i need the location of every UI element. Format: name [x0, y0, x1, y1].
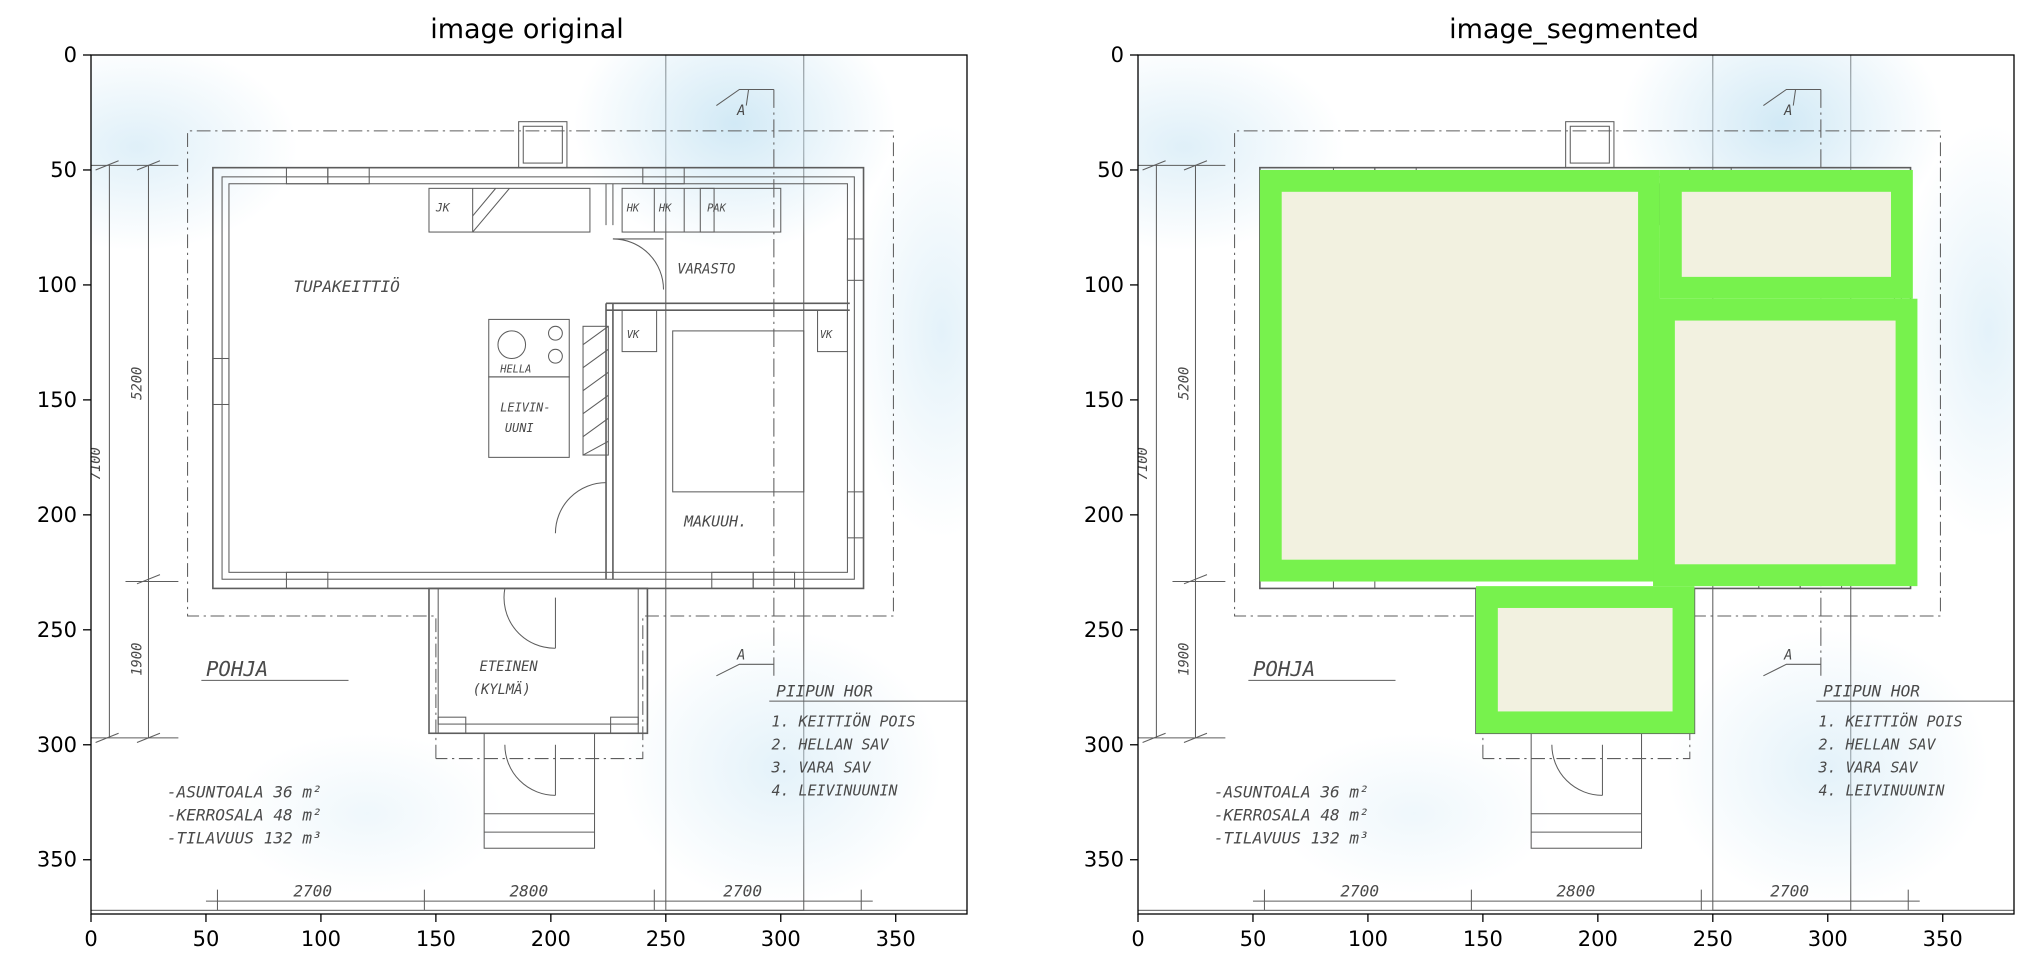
label-pak: PAK	[707, 202, 726, 214]
y-tick-label: 150	[1084, 388, 1124, 412]
original-plan-image: TUPAKEITTIÖ VARASTO MAKUUH. ETEINEN (KYLMÄ) H…	[88, 55, 967, 912]
segmented-room-entry	[1475, 586, 1695, 734]
section-mark-top: A	[1783, 103, 1792, 119]
room-label-eteinen: ETEINEN	[480, 659, 539, 675]
y-tick-label: 250	[37, 618, 77, 642]
note-asuntoala: -ASUNTOALA 36 m²	[167, 783, 322, 802]
note-kerrosala: -KERROSALA 48 m²	[167, 806, 322, 825]
y-tick-label: 50	[1097, 158, 1124, 182]
x-tick-label: 350	[1923, 927, 1963, 951]
y-tick-label: 200	[1084, 503, 1124, 527]
x-tick-label: 200	[531, 927, 571, 951]
segmented-room-kitchen	[1259, 169, 1660, 582]
room-label-kylma: (KYLMÄ)	[473, 680, 531, 698]
y-tick-label: 250	[1084, 618, 1124, 642]
left-x-axis: 0 50 100 150 200 250 300 350	[84, 914, 916, 951]
dim-label-1900: 1900	[130, 643, 146, 676]
y-tick-label: 100	[1084, 273, 1124, 297]
x-tick-label: 50	[193, 927, 220, 951]
x-tick-label: 0	[84, 927, 97, 951]
x-tick-label: 300	[1808, 927, 1848, 951]
room-label-makuuh: MAKUUH.	[683, 512, 747, 530]
section-mark-bottom: A	[736, 648, 745, 664]
segmented-plan-image: TUPAKEITTIÖVARASTOMAKUUH.ETEINEN(KYLMÄ)H…	[1135, 55, 2014, 912]
y-tick-label: 350	[37, 848, 77, 872]
x-tick-label: 100	[301, 927, 341, 951]
x-tick-label: 0	[1131, 927, 1144, 951]
segmented-room-storage	[1659, 169, 1913, 299]
chimney-note-2: 2. HELLAN SAV	[1819, 735, 1937, 753]
y-tick-label: 300	[37, 733, 77, 757]
section-mark-bottom: A	[1783, 648, 1792, 664]
x-tick-label: 350	[876, 927, 916, 951]
right-y-axis: 0 50 100 150 200 250 300 350	[1084, 43, 1138, 872]
x-tick-label: 250	[646, 927, 686, 951]
plan-title-pohja: POHJA	[1253, 657, 1315, 681]
y-tick-label: 0	[1111, 43, 1124, 67]
label-vk-1: VK	[627, 329, 640, 341]
y-tick-label: 0	[64, 43, 77, 67]
right-axes-frame	[1137, 54, 2015, 915]
chimney-note-4: 4. LEIVINUUNIN	[772, 781, 899, 799]
chimney-note-3: 3. VARA SAV	[1818, 758, 1919, 776]
left-panel-title: image original	[430, 14, 624, 45]
dim-label-1900: 1900	[1177, 643, 1193, 676]
x-tick-label: 150	[416, 927, 456, 951]
plan-title-pohja: POHJA	[206, 657, 268, 681]
x-tick-label: 100	[1348, 927, 1388, 951]
y-tick-label: 100	[37, 273, 77, 297]
y-tick-label: 50	[50, 158, 77, 182]
label-uuni: UUNI	[505, 421, 534, 435]
original-image-panel: TUPAKEITTIÖ VARASTO MAKUUH. ETEINEN (KYLMÄ) H…	[37, 43, 968, 951]
segmented-room-bedroom	[1653, 298, 1918, 587]
dim-label-5200: 5200	[1177, 367, 1193, 400]
segmentation-overlay	[1259, 169, 1918, 734]
note-tilavuus: -TILAVUUS 132 m³	[167, 829, 322, 848]
right-x-axis: 0 50 100 150 200 250 300 350	[1131, 914, 1963, 951]
note-kerrosala: -KERROSALA 48 m²	[1214, 806, 1369, 825]
x-tick-label: 300	[761, 927, 801, 951]
dim-label-2700-left: 2700	[1340, 882, 1379, 901]
dim-label-7100: 7100	[88, 447, 104, 480]
room-label-tupakeittio: TUPAKEITTIÖ	[293, 277, 400, 296]
chimney-note-2: 2. HELLAN SAV	[772, 735, 890, 753]
left-y-axis: 0 50 100 150 200 250 300 350	[37, 43, 91, 872]
dim-label-2700-right: 2700	[1770, 882, 1809, 901]
dim-label-2800: 2800	[509, 882, 548, 901]
note-tilavuus: -TILAVUUS 132 m³	[1214, 829, 1369, 848]
y-tick-label: 200	[37, 503, 77, 527]
label-hk-2: HK	[658, 202, 672, 214]
left-axes-frame	[90, 54, 968, 915]
y-tick-label: 150	[37, 388, 77, 412]
chimney-notes-header: PIIPUN HOR	[1823, 681, 1920, 700]
dim-label-2700-right: 2700	[723, 882, 762, 901]
x-tick-label: 150	[1463, 927, 1503, 951]
room-label-varasto: VARASTO	[677, 261, 735, 277]
chimney-note-3: 3. VARA SAV	[771, 758, 872, 776]
chimney-notes-header: PIIPUN HOR	[776, 681, 873, 700]
label-hk-1: HK	[626, 202, 640, 214]
y-tick-label: 350	[1084, 848, 1124, 872]
dim-label-2700-left: 2700	[293, 882, 332, 901]
label-leivin: LEIVIN-	[500, 400, 550, 414]
y-tick-label: 300	[1084, 733, 1124, 757]
note-asuntoala: -ASUNTOALA 36 m²	[1214, 783, 1369, 802]
chimney-note-4: 4. LEIVINUUNIN	[1819, 781, 1946, 799]
right-panel-title: image_segmented	[1449, 14, 1699, 45]
x-tick-label: 200	[1578, 927, 1618, 951]
chimney-note-1: 1. KEITTIÖN POIS	[772, 712, 916, 730]
label-vk-2: VK	[820, 329, 833, 341]
chimney-note-1: 1. KEITTIÖN POIS	[1819, 712, 1963, 730]
label-jk: JK	[435, 200, 451, 214]
label-hella: HELLA	[499, 363, 531, 375]
section-mark-top: A	[736, 103, 745, 119]
x-tick-label: 50	[1240, 927, 1267, 951]
dim-label-5200: 5200	[130, 367, 146, 400]
dim-label-7100: 7100	[1135, 447, 1151, 480]
x-tick-label: 250	[1693, 927, 1733, 951]
dim-label-2800: 2800	[1556, 882, 1595, 901]
segmented-image-panel: TUPAKEITTIÖVARASTOMAKUUH.ETEINEN(KYLMÄ)H…	[1084, 43, 2015, 951]
